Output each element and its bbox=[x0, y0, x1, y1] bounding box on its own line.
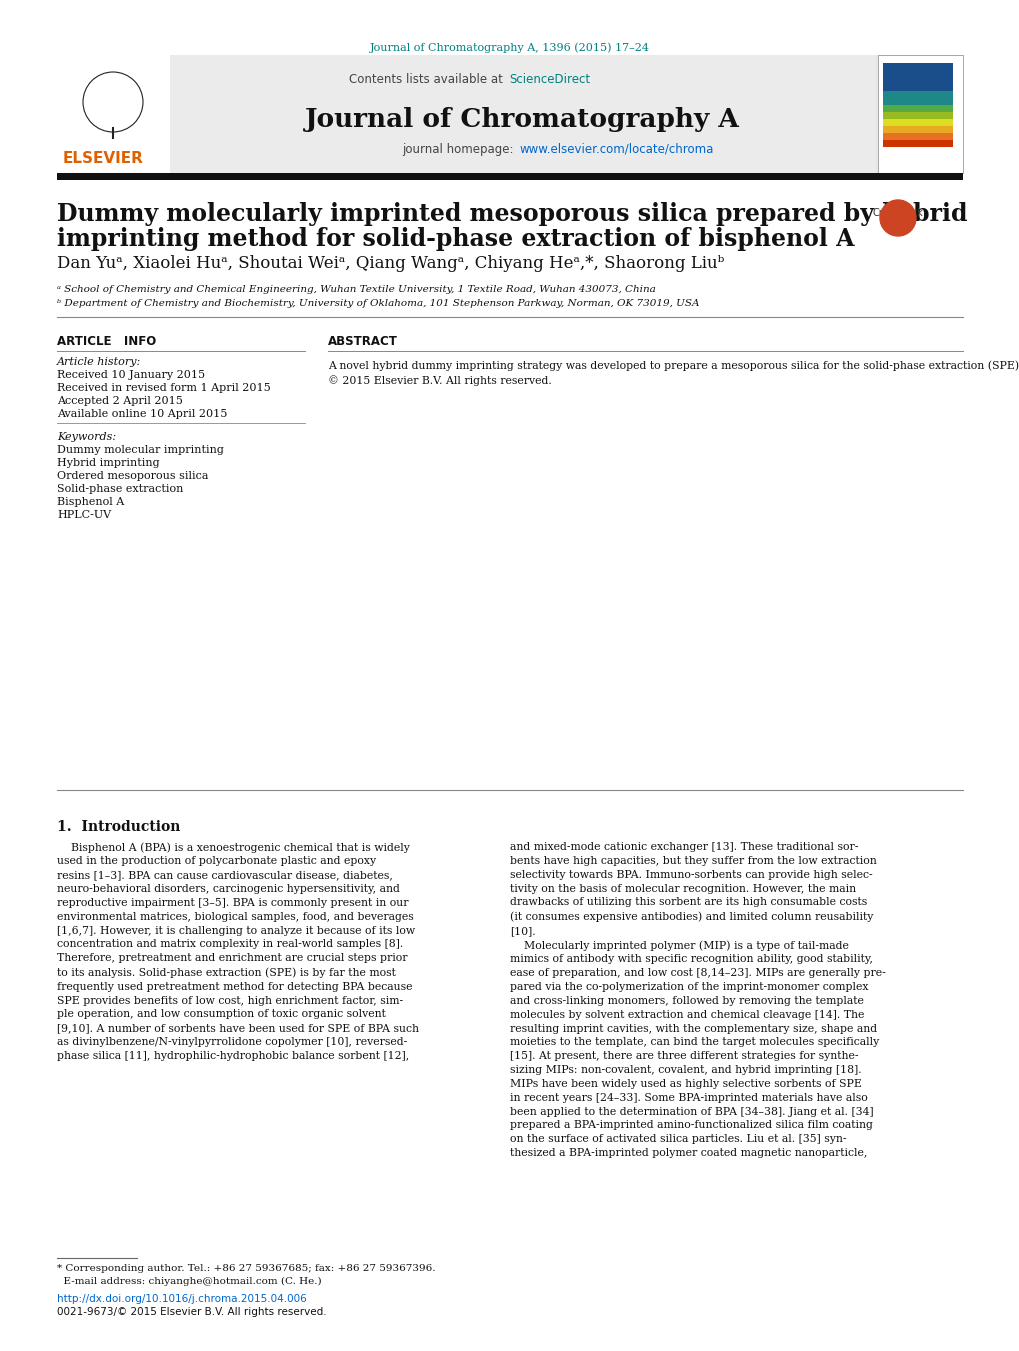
Text: Article history:: Article history: bbox=[57, 357, 141, 367]
Text: A novel hybrid dummy imprinting strategy was developed to prepare a mesoporous s: A novel hybrid dummy imprinting strategy… bbox=[328, 359, 1019, 385]
Text: Dan Yuᵃ, Xiaolei Huᵃ, Shoutai Weiᵃ, Qiang Wangᵃ, Chiyang Heᵃ,*, Shaorong Liuᵇ: Dan Yuᵃ, Xiaolei Huᵃ, Shoutai Weiᵃ, Qian… bbox=[57, 255, 723, 272]
Text: ABSTRACT: ABSTRACT bbox=[328, 335, 397, 349]
Text: http://dx.doi.org/10.1016/j.chroma.2015.04.006: http://dx.doi.org/10.1016/j.chroma.2015.… bbox=[57, 1294, 307, 1304]
Bar bbox=[882, 84, 952, 91]
Text: Contents lists available at: Contents lists available at bbox=[350, 73, 506, 86]
Text: and mixed-mode cationic exchanger [13]. These traditional sor-
bents have high c: and mixed-mode cationic exchanger [13]. … bbox=[510, 842, 884, 1158]
Bar bbox=[882, 77, 952, 84]
Text: ᵇ Department of Chemistry and Biochemistry, University of Oklahoma, 101 Stephens: ᵇ Department of Chemistry and Biochemist… bbox=[57, 299, 699, 308]
Bar bbox=[882, 91, 952, 97]
Text: Received in revised form 1 April 2015: Received in revised form 1 April 2015 bbox=[57, 382, 270, 393]
Text: Accepted 2 April 2015: Accepted 2 April 2015 bbox=[57, 396, 182, 407]
Text: Journal of Chromatography A, 1396 (2015) 17–24: Journal of Chromatography A, 1396 (2015)… bbox=[370, 42, 649, 53]
Bar bbox=[882, 70, 952, 77]
Text: Bisphenol A: Bisphenol A bbox=[57, 497, 124, 507]
Text: Ordered mesoporous silica: Ordered mesoporous silica bbox=[57, 471, 208, 481]
Text: 1.  Introduction: 1. Introduction bbox=[57, 820, 180, 834]
Bar bbox=[57, 55, 170, 173]
Text: ᵃ School of Chemistry and Chemical Engineering, Wuhan Textile University, 1 Text: ᵃ School of Chemistry and Chemical Engin… bbox=[57, 285, 655, 295]
Text: * Corresponding author. Tel.: +86 27 59367685; fax: +86 27 59367396.: * Corresponding author. Tel.: +86 27 593… bbox=[57, 1265, 435, 1273]
Text: ELSEVIER: ELSEVIER bbox=[63, 151, 144, 166]
Text: Keywords:: Keywords: bbox=[57, 432, 116, 442]
Bar bbox=[882, 141, 952, 146]
Bar bbox=[57, 173, 962, 180]
Text: imprinting method for solid-phase extraction of bisphenol A: imprinting method for solid-phase extrac… bbox=[57, 227, 854, 251]
Bar bbox=[57, 55, 962, 173]
Bar bbox=[882, 105, 952, 112]
Text: Journal of Chromatography A: Journal of Chromatography A bbox=[305, 107, 739, 132]
Circle shape bbox=[879, 200, 915, 236]
Text: journal homepage:: journal homepage: bbox=[401, 143, 517, 155]
Bar bbox=[882, 112, 952, 119]
Text: Dummy molecularly imprinted mesoporous silica prepared by hybrid: Dummy molecularly imprinted mesoporous s… bbox=[57, 203, 967, 226]
Bar bbox=[882, 132, 952, 139]
Text: www.elsevier.com/locate/chroma: www.elsevier.com/locate/chroma bbox=[519, 143, 713, 155]
Text: E-mail address: chiyanghe@hotmail.com (C. He.): E-mail address: chiyanghe@hotmail.com (C… bbox=[57, 1277, 321, 1286]
Bar bbox=[882, 126, 952, 132]
Bar bbox=[877, 55, 962, 173]
Bar bbox=[882, 119, 952, 126]
Text: ARTICLE   INFO: ARTICLE INFO bbox=[57, 335, 156, 349]
Text: Received 10 January 2015: Received 10 January 2015 bbox=[57, 370, 205, 380]
Text: Available online 10 April 2015: Available online 10 April 2015 bbox=[57, 409, 227, 419]
Bar bbox=[882, 99, 952, 104]
Text: Solid-phase extraction: Solid-phase extraction bbox=[57, 484, 183, 494]
Text: 0021-9673/© 2015 Elsevier B.V. All rights reserved.: 0021-9673/© 2015 Elsevier B.V. All right… bbox=[57, 1306, 326, 1317]
Text: HPLC-UV: HPLC-UV bbox=[57, 509, 111, 520]
Text: Dummy molecular imprinting: Dummy molecular imprinting bbox=[57, 444, 223, 455]
Text: ScienceDirect: ScienceDirect bbox=[508, 73, 590, 86]
Bar bbox=[882, 63, 952, 69]
Text: CrossMark: CrossMark bbox=[872, 208, 922, 218]
Text: Hybrid imprinting: Hybrid imprinting bbox=[57, 458, 159, 467]
Bar bbox=[170, 55, 874, 173]
Text: Bisphenol A (BPA) is a xenoestrogenic chemical that is widely
used in the produc: Bisphenol A (BPA) is a xenoestrogenic ch… bbox=[57, 842, 419, 1061]
